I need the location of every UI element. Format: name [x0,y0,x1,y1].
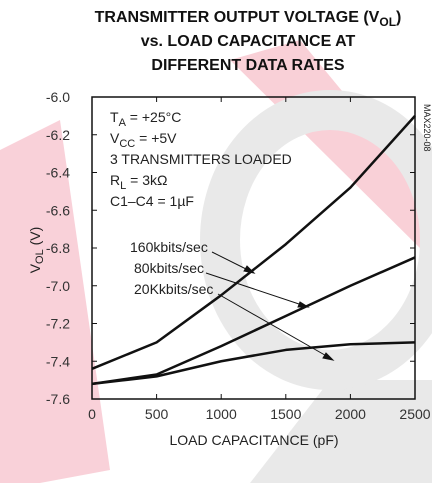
condition-part: T [110,109,119,125]
x-tick-label: 2500 [399,406,430,422]
condition-part: = 3kΩ [126,172,167,188]
side-note: MAX220-08 [422,104,432,152]
y-tick-label: -6.2 [46,127,70,143]
condition-part: 3 TRANSMITTERS LOADED [110,151,292,167]
y-tick-label: -6.4 [46,165,70,181]
condition: RL = 3kΩ [110,172,167,192]
series-line [91,341,416,386]
series-line [91,256,416,386]
y-axis-label: VOL (V) [27,227,46,274]
x-tick-label: 500 [145,406,169,422]
series-label: 20Kkbits/sec [134,281,213,297]
condition: TA = +25°C [110,109,181,129]
x-tick-label: 1500 [270,406,301,422]
chart-title: TRANSMITTER OUTPUT VOLTAGE (VOL) [95,9,402,29]
chart-title: DIFFERENT DATA RATES [151,57,345,74]
condition-part: V [110,130,120,146]
x-axis-label: LOAD CAPACITANCE (pF) [169,432,338,448]
condition-part: = +5V [135,130,177,146]
watermark [0,40,432,483]
condition: VCC = +5V [110,130,177,150]
y-tick-label: -7.6 [46,391,70,407]
condition-part: C1–C4 = 1µF [110,193,194,209]
chart-title: vs. LOAD CAPACITANCE AT [141,33,356,50]
y-tick-label: -6.6 [46,202,70,218]
x-tick-label: 2000 [335,406,366,422]
condition-sub: L [120,180,126,192]
condition-sub: CC [119,138,135,150]
series-label: 160kbits/sec [130,239,208,255]
condition-sub: A [119,117,127,129]
y-tick-label: -6.0 [46,89,70,105]
condition: C1–C4 = 1µF [110,193,194,209]
y-tick-label: -7.0 [46,278,70,294]
series-label: 80kbits/sec [134,260,204,276]
x-tick-label: 0 [88,406,96,422]
condition-part: R [110,172,120,188]
y-tick-label: -7.2 [46,316,70,332]
y-tick-label: -7.4 [46,353,70,369]
x-tick-label: 1000 [206,406,237,422]
y-tick-label: -6.8 [46,240,70,256]
series-line [91,115,416,370]
condition-part: = +25°C [126,109,181,125]
condition: 3 TRANSMITTERS LOADED [110,151,292,167]
